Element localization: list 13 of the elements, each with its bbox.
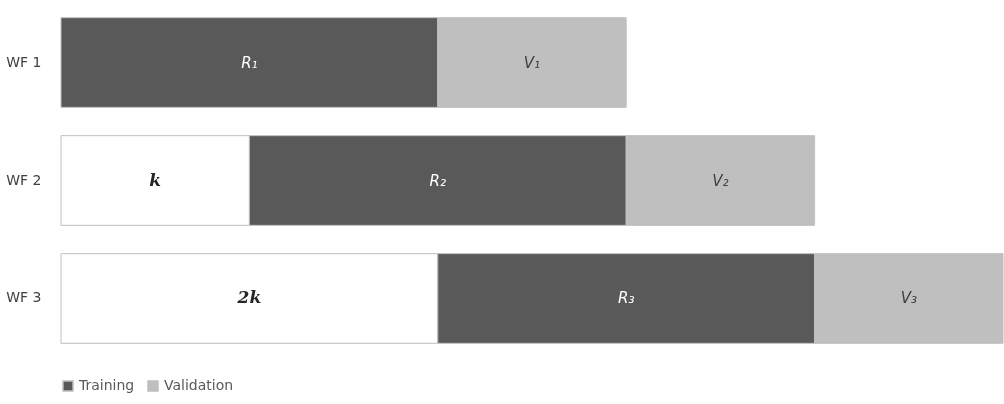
annotation: V₃ bbox=[900, 289, 917, 308]
y-tick-label: WF 3 bbox=[6, 289, 42, 306]
annotation: R₁ bbox=[241, 53, 258, 72]
annotation: V₁ bbox=[523, 53, 541, 72]
annotation: R₃ bbox=[617, 289, 635, 308]
legend-label: Training bbox=[78, 377, 135, 393]
annotation: k bbox=[149, 169, 162, 190]
legend-label: Validation bbox=[164, 377, 234, 393]
y-tick-label: WF 1 bbox=[6, 53, 42, 70]
annotation: V₂ bbox=[712, 171, 729, 190]
annotation: 2k bbox=[236, 287, 262, 308]
y-tick-label: WF 2 bbox=[6, 171, 42, 188]
annotation: R₂ bbox=[429, 171, 447, 190]
